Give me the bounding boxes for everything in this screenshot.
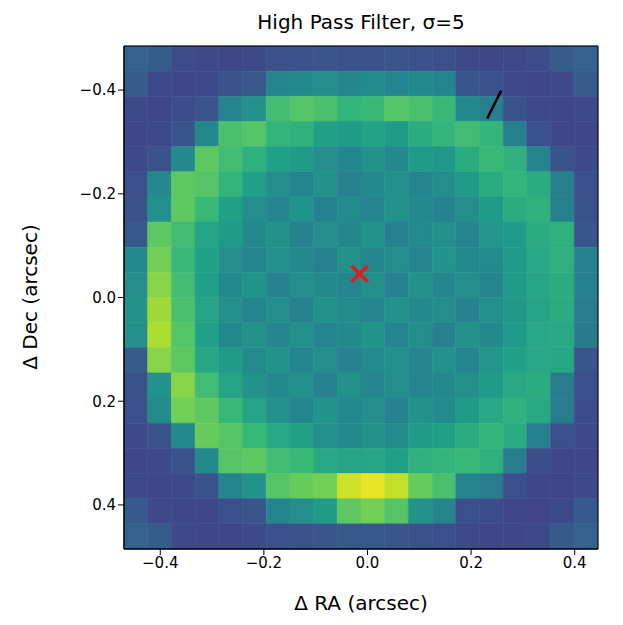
svg-text:0.4: 0.4 <box>563 554 587 572</box>
svg-text:0.4: 0.4 <box>92 496 116 514</box>
svg-text:−0.4: −0.4 <box>80 81 116 99</box>
svg-text:0.0: 0.0 <box>356 554 380 572</box>
svg-text:−0.2: −0.2 <box>80 185 116 203</box>
html-text:High Pass Filter, σ=5: High Pass Filter, σ=5 <box>257 10 465 34</box>
svg-text:0.2: 0.2 <box>92 393 116 411</box>
html-text:Δ Dec (arcsec): Δ Dec (arcsec) <box>18 224 42 370</box>
svg-text:0.0: 0.0 <box>92 289 116 307</box>
svg-text:−0.4: −0.4 <box>142 554 178 572</box>
svg-text:0.2: 0.2 <box>459 554 483 572</box>
html-text:Δ RA (arcsec): Δ RA (arcsec) <box>294 591 428 615</box>
svg-text:−0.2: −0.2 <box>246 554 282 572</box>
